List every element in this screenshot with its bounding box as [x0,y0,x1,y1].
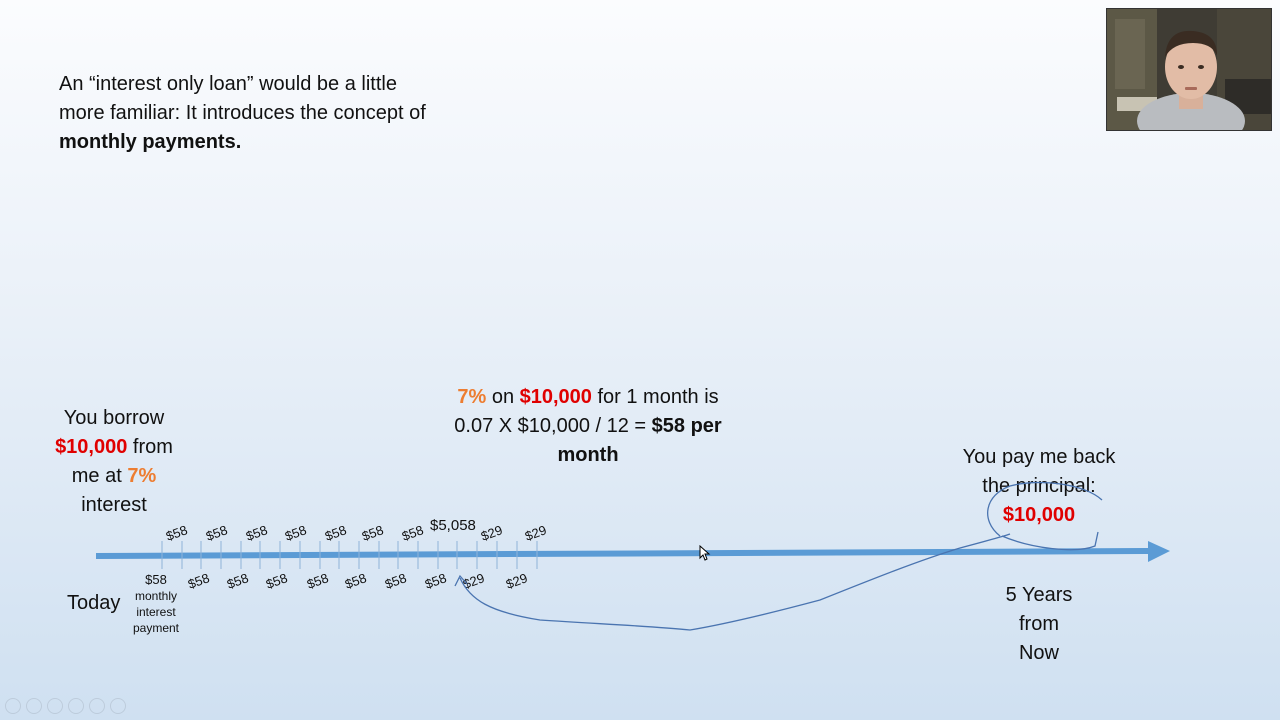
upper-payment-label: $58 [400,522,426,544]
lower-payment-label: $58 [383,570,409,592]
upper-payment-label: $58 [204,522,230,544]
lower-payment-label: $58 [305,570,331,592]
upper-payment-label: $58 [244,522,270,544]
upper-payment-label: $58 [164,522,190,544]
calc-amount: $10,000 [519,386,592,408]
intro-bold: monthly payments. [59,131,242,153]
end-label-line-3: Now [1018,642,1059,664]
upper-payment-label: $29 [523,522,549,544]
upper-payment-label: $58 [360,522,386,544]
borrow-line-3: me at 7% [40,462,188,491]
lower-payment-label: $29 [461,570,487,592]
calc-result: $58 per month [557,415,722,466]
slideshow-controls [5,698,126,714]
calc-text: 7% on $10,000 for 1 month is 0.07 X $10,… [430,383,746,470]
lower-payment-label: $58 [186,570,212,592]
lower-payment-label: $58 [264,570,290,592]
calc-formula: 0.07 X $10,000 / 12 = [454,415,652,437]
timeline-arrow-head-icon [1148,541,1170,562]
borrow-line-1: You borrow [63,407,165,429]
borrow-text: You borrow $10,000 from me at 7% interes… [40,404,188,520]
end-label: 5 Years from Now [990,581,1088,668]
end-label-line-1: 5 Years [1005,584,1073,606]
borrow-line-2: $10,000 from [40,433,188,462]
handdrawn-arrow-head-icon [454,574,468,587]
handdrawn-return-curve [459,533,1011,631]
payback-line-1: You pay me back [962,446,1116,468]
intro-plain: An “interest only loan” would be a littl… [59,73,426,124]
upper-payment-label: $58 [283,522,309,544]
upper-payment-label: $29 [479,522,505,544]
next-icon[interactable] [26,698,42,714]
first-payment-amount: $58 [145,572,167,587]
upper-payment-label: $5,058 [430,517,476,534]
today-label: Today [67,592,121,614]
upper-payment-label: $58 [323,522,349,544]
intro-text: An “interest only loan” would be a littl… [59,70,439,157]
calc-for: for 1 month is [591,386,719,408]
payback-amount: $10,000 [1002,504,1076,526]
payback-line-2: the principal: [982,475,1096,497]
presenter-image [1107,9,1271,130]
slides-icon[interactable] [68,698,84,714]
borrow-amount: $10,000 [55,436,128,458]
first-payment-note: $58 monthly interest payment [125,572,187,636]
zoom-icon[interactable] [89,698,105,714]
lower-payment-label: $29 [504,570,530,592]
timeline-arrow-shaft [95,548,1153,559]
webcam-video [1106,8,1272,131]
borrow-line-4: interest [81,494,147,516]
prev-icon[interactable] [5,698,21,714]
borrow-from: from [127,436,173,458]
calc-rate: 7% [457,386,487,408]
first-payment-caption: monthly interest payment [132,589,180,635]
lower-payment-label: $58 [225,570,251,592]
end-label-line-2: from [1019,613,1059,635]
lower-payment-label: $58 [343,570,369,592]
payback-text: You pay me back the principal: $10,000 [944,443,1134,530]
lower-payment-label: $58 [423,570,449,592]
calc-on: on [486,386,520,408]
pen-icon[interactable] [47,698,63,714]
borrow-rate: 7% [127,465,157,487]
handdrawn-circle [987,481,1103,551]
mouse-cursor-icon [699,545,711,561]
borrow-me-at: me at [71,465,128,487]
more-icon[interactable] [110,698,126,714]
